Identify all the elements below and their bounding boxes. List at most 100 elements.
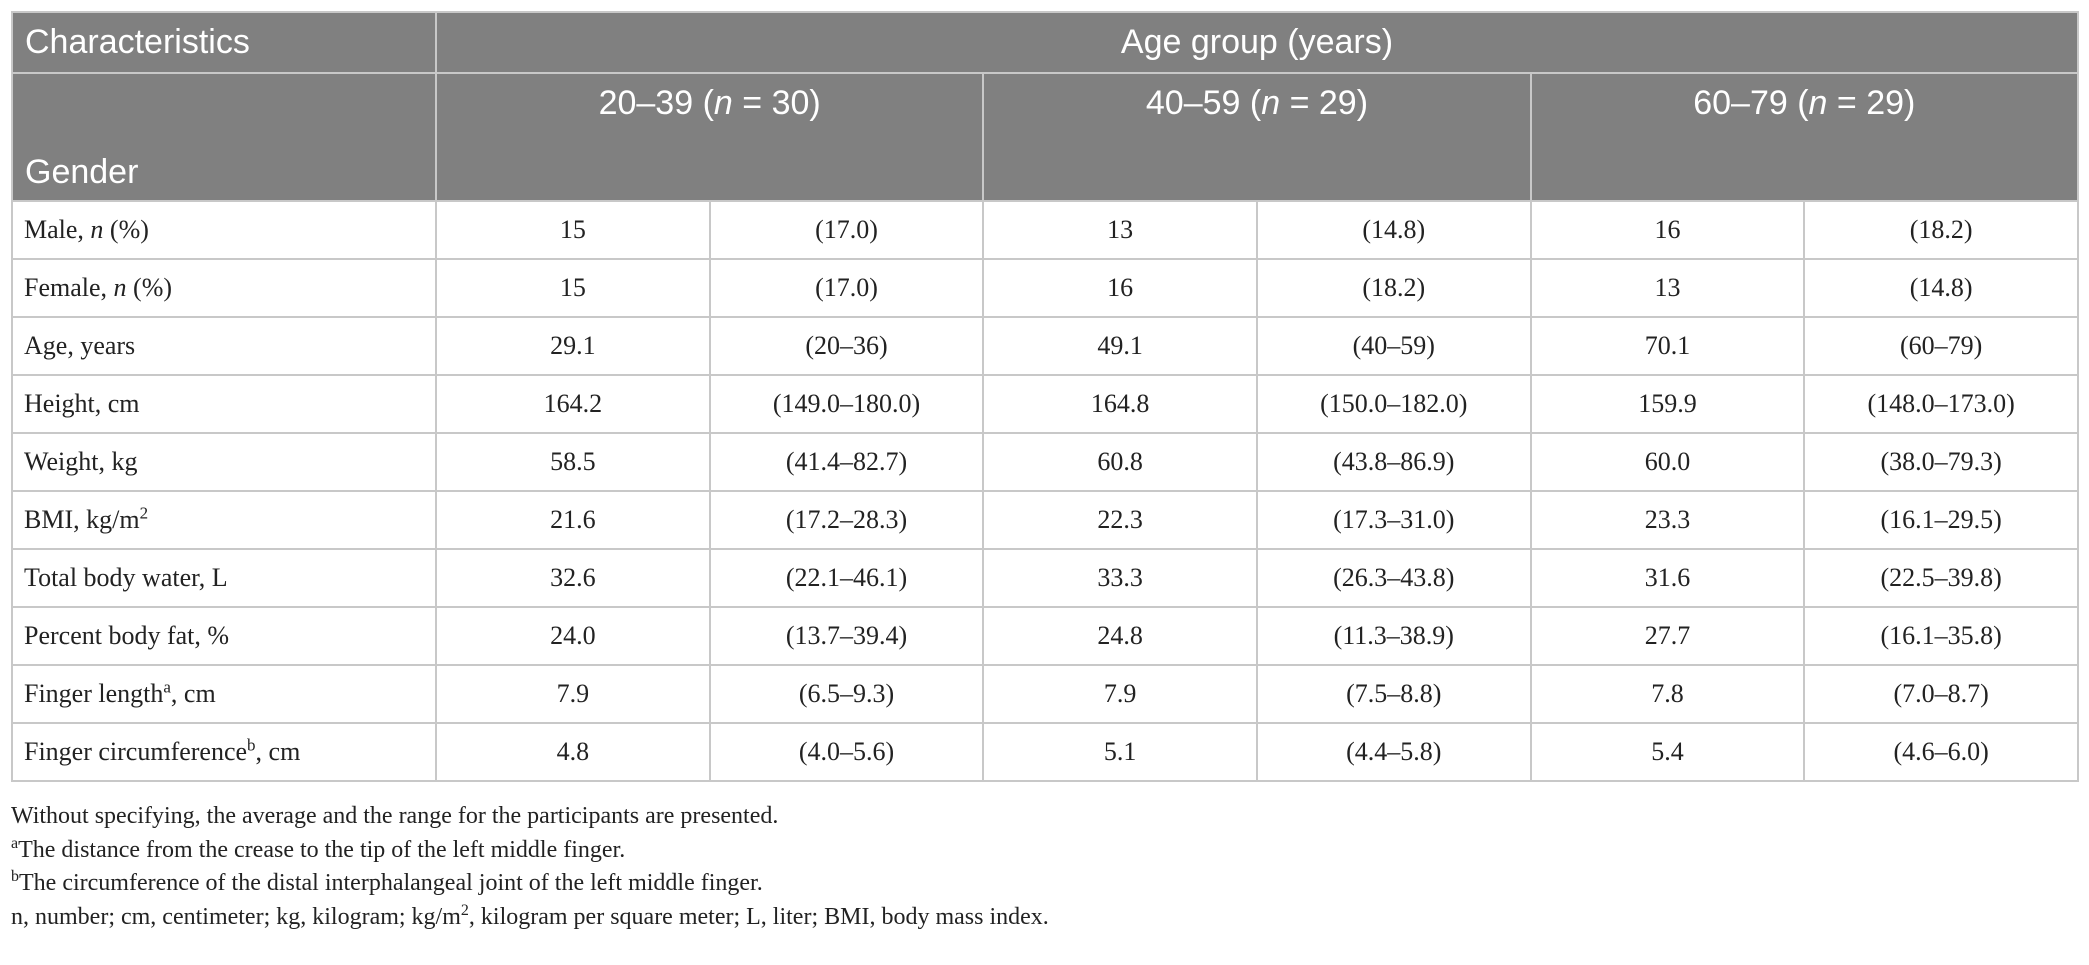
row-label-text: Female, [24,273,114,302]
table-cell-range: (7.5–8.8) [1255,664,1532,724]
footnote-a: aThe distance from the crease to the tip… [11,834,2077,868]
table-row: Height, cm 164.2 (149.0–180.0) 164.8 (150.0–… [11,374,2079,434]
table-cell-value: 5.1 [982,722,1258,782]
table-cell-value: 70.1 [1529,316,1806,376]
group-count: = 29) [1827,84,1916,122]
table-cell-range: (26.3–43.8) [1255,548,1532,608]
row-label-suffix: , cm [255,737,301,766]
table-cell-value: 4.8 [435,722,711,782]
table-cell-value: 13 [1529,258,1806,318]
row-label-text: Male, [24,215,91,244]
table-cell-range: (11.3–38.9) [1255,606,1532,666]
table-cell-range: (7.0–8.7) [1803,664,2079,724]
table-cell-range: (149.0–180.0) [708,374,985,434]
table-cell-range: (60–79) [1803,316,2079,376]
table-row: Male, n (%) 15 (17.0) 13 (14.8) 16 (18.2) [11,200,2079,260]
table-cell-range: (16.1–35.8) [1803,606,2079,666]
row-label: Finger circumferenceb, cm [11,722,437,782]
abbreviations-pre: n, number; cm, centimeter; kg, kilogram;… [11,903,461,930]
table-cell-range: (14.8) [1255,200,1532,260]
group-count: = 30) [732,84,821,122]
footnote-b-marker: b [11,868,19,885]
table-cell-range: (22.1–46.1) [708,548,985,608]
table-cell-range: (4.4–5.8) [1255,722,1532,782]
table-cell-value: 58.5 [435,432,711,492]
table-cell-value: 33.3 [982,548,1258,608]
table-cell-value: 24.0 [435,606,711,666]
table-cell-value: 23.3 [1529,490,1806,550]
table-cell-range: (18.2) [1255,258,1532,318]
table-cell-range: (41.4–82.7) [708,432,985,492]
row-label: Percent body fat, % [11,606,437,666]
table-cell-value: 7.9 [435,664,711,724]
table-row: BMI, kg/m2 21.6 (17.2–28.3) 22.3 (17.3–31.0)… [11,490,2079,550]
table-cell-value: 60.0 [1529,432,1806,492]
table-cell-range: (150.0–182.0) [1255,374,1532,434]
table-cell-value: 159.9 [1529,374,1806,434]
footnote-a-marker: a [11,834,19,852]
general-note: Without specifying, the average and the … [11,803,779,829]
row-label-italic: n [113,273,127,302]
table-row: Female, n (%) 15 (17.0) 16 (18.2) 13 (14.8) [11,258,2079,318]
age-group-20-39-header: 20–39 (n = 30) [434,72,985,202]
characteristics-header: Characteristics [11,11,437,74]
table-cell-range: (4.6–6.0) [1803,722,2079,782]
table-cell-range: (38.0–79.3) [1803,432,2079,492]
abbreviations-sup: 2 [460,901,469,919]
row-label: Height, cm [11,374,437,434]
row-label: Female, n (%) [11,258,437,318]
table-row: Finger circumferenceb, cm 4.8 (4.0–5.6) 5.1… [11,722,2079,782]
table-cell-value: 27.7 [1529,606,1806,666]
header-row-top: Characteristics Age group (years) [11,11,2079,74]
table-cell-value: 16 [982,258,1258,318]
group-range: 60–79 ( [1693,84,1809,122]
table-cell-value: 16 [1529,200,1806,260]
table-cell-value: 24.8 [982,606,1258,666]
row-label-suffix: , cm [170,679,216,708]
table-cell-range: (40–59) [1255,316,1532,376]
row-label: Finger lengtha, cm [11,664,437,724]
table-cell-value: 5.4 [1529,722,1806,782]
table-cell-range: (17.3–31.0) [1255,490,1532,550]
table-row: Weight, kg 58.5 (41.4–82.7) 60.8 (43.8–86.9)… [11,432,2079,492]
row-label: Age, years [11,316,437,376]
table-footnotes: Without specifying, the average and the … [11,800,2077,934]
row-label-text: Age, years [24,331,136,360]
table-row: Age, years 29.1 (20–36) 49.1 (40–59) 70.1 (60–… [11,316,2079,376]
table-cell-value: 21.6 [435,490,711,550]
table-cell-value: 60.8 [982,432,1258,492]
group-range: 20–39 ( [598,84,714,122]
table-cell-range: (148.0–173.0) [1803,374,2079,434]
group-n-symbol: n [1808,84,1828,122]
table-cell-value: 32.6 [435,548,711,608]
row-label-text: BMI, kg/m [24,505,140,534]
group-count: = 29) [1280,84,1369,122]
table-cell-range: (6.5–9.3) [708,664,985,724]
gender-header: Gender [11,72,437,202]
group-n-symbol: n [1261,84,1281,122]
table-cell-value: 164.8 [982,374,1258,434]
row-label: Male, n (%) [11,200,437,260]
header-row-groups: Gender 20–39 (n = 30) 40–59 (n = 29) 60–… [11,72,2079,202]
row-label-suffix: (%) [103,215,149,244]
age-group-60-79-header: 60–79 (n = 29) [1529,72,2079,202]
table-cell-range: (20–36) [708,316,985,376]
row-label-text: Total body water, L [24,563,228,592]
row-label-superscript: 2 [139,503,149,523]
age-group-header: Age group (years) [435,11,2079,74]
abbreviations-post: , kilogram per square meter; L, liter; B… [468,903,1049,930]
table-cell-range: (17.2–28.3) [708,490,985,550]
table-cell-range: (14.8) [1803,258,2079,318]
table-cell-value: 164.2 [435,374,711,434]
table-cell-value: 15 [435,200,711,260]
age-group-40-59-header: 40–59 (n = 29) [982,72,1532,202]
table-cell-range: (13.7–39.4) [708,606,985,666]
row-label: Total body water, L [11,548,437,608]
table-cell-value: 13 [982,200,1258,260]
table-row: Finger lengtha, cm 7.9 (6.5–9.3) 7.9 (7.5–8.… [11,664,2079,724]
table-row: Percent body fat, % 24.0 (13.7–39.4) 24.8 (1… [11,606,2079,666]
abbreviations-note: n, number; cm, centimeter; kg, kilogram;… [11,901,2077,935]
table-cell-value: 15 [435,258,711,318]
row-label-suffix: (%) [126,273,173,302]
footnote-b: bThe circumference of the distal interph… [11,867,2077,901]
